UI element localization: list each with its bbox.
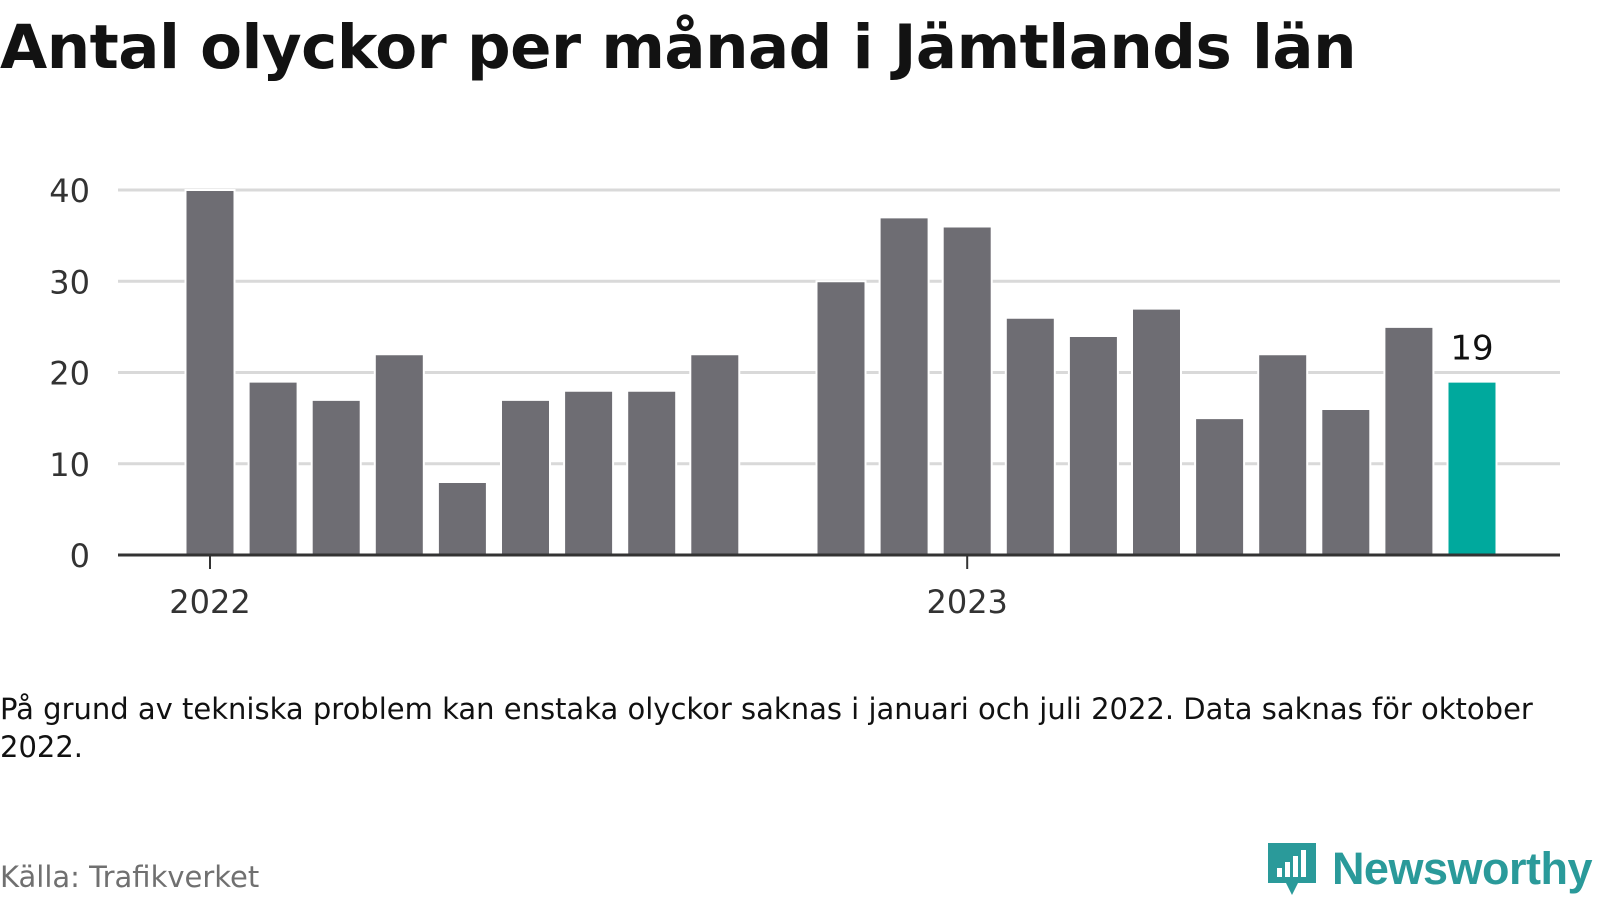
page-title: Antal olyckor per månad i Jämtlands län — [0, 12, 1357, 83]
bar-2023-03 — [1067, 335, 1119, 556]
bar-2022-11 — [815, 280, 867, 556]
data-label-highlight: 19 — [1450, 329, 1493, 369]
bar-2023-09 — [1446, 380, 1498, 556]
y-tick-label: 10 — [49, 446, 90, 484]
bar-2022-12 — [878, 216, 930, 556]
x-tick-label: 2023 — [926, 583, 1007, 621]
bar-2022-08 — [626, 389, 678, 556]
bar-2022-02 — [247, 380, 299, 556]
bar-2022-04 — [373, 353, 425, 556]
bar-2022-09 — [689, 353, 741, 556]
y-tick-label: 0 — [70, 537, 90, 575]
footnote: På grund av tekniska problem kan enstaka… — [0, 692, 1533, 764]
brand-logo: Newsworthy — [1266, 840, 1593, 898]
bar-2023-07 — [1320, 408, 1372, 556]
data-labels: 19 — [1450, 329, 1493, 369]
bar-2023-05 — [1194, 417, 1246, 556]
bar-chart: 0 10 20 30 40 2022 2023 19 — [0, 150, 1600, 630]
x-axis: 2022 2023 — [118, 553, 1560, 621]
bar-2022-01 — [184, 189, 236, 556]
bar-2023-01 — [941, 225, 993, 556]
newsworthy-chart-bubble-icon — [1267, 843, 1316, 895]
chart-svg: 0 10 20 30 40 2022 2023 19 — [49, 172, 1560, 621]
y-tick-label: 30 — [49, 263, 90, 301]
brand-name: Newsworthy — [1331, 843, 1593, 894]
source-credit: Källa: Trafikverket — [0, 860, 260, 894]
bar-2023-08 — [1383, 325, 1435, 556]
bars — [184, 189, 1498, 556]
bar-2022-05 — [436, 481, 488, 556]
bar-2022-06 — [500, 398, 551, 556]
y-tick-label: 40 — [49, 172, 90, 210]
bar-2023-06 — [1257, 353, 1309, 556]
bar-2022-07 — [563, 389, 615, 556]
x-tick-label: 2022 — [169, 583, 250, 621]
y-axis-ticks: 0 10 20 30 40 — [49, 172, 90, 575]
bar-2023-02 — [1004, 316, 1056, 556]
bar-2023-04 — [1131, 307, 1182, 556]
y-tick-label: 20 — [49, 355, 90, 393]
bar-2022-03 — [310, 398, 362, 556]
